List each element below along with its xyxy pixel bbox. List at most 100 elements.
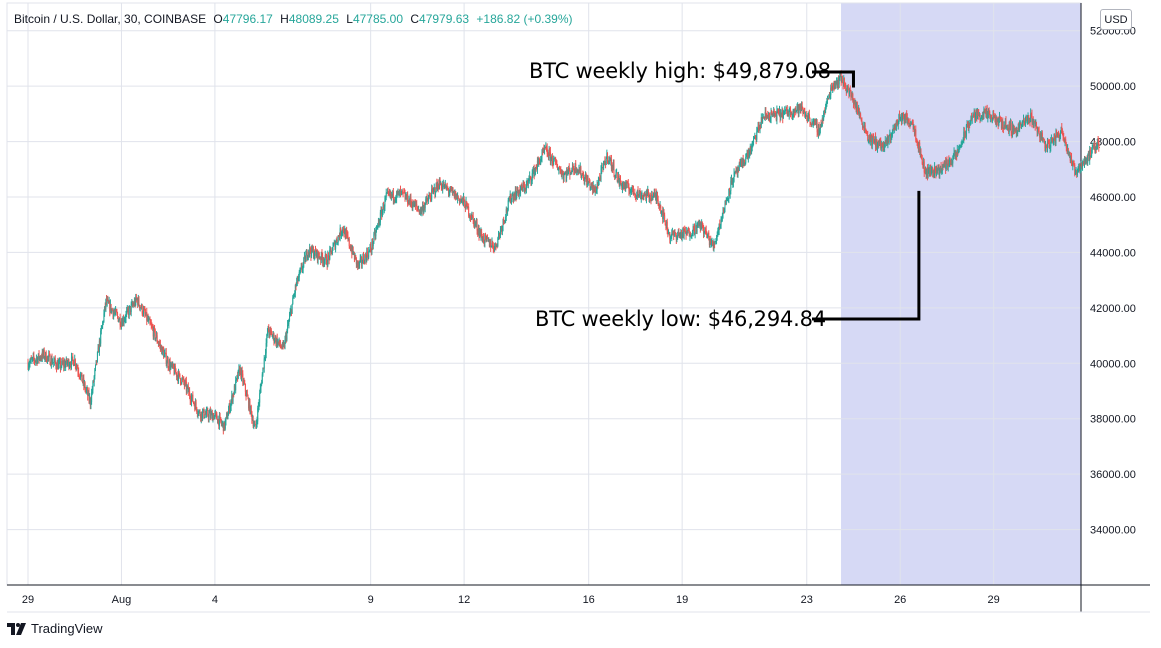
candle-down (1026, 115, 1028, 122)
candle-down (672, 231, 674, 234)
candle-down (810, 123, 812, 125)
candle-down (971, 116, 973, 120)
candle-up (428, 195, 430, 198)
candle-up (636, 195, 638, 197)
currency-button[interactable]: USD (1100, 9, 1132, 30)
candle-down (185, 381, 187, 383)
candle-up (832, 84, 834, 90)
candle-up (218, 416, 220, 426)
candle-down (56, 366, 58, 369)
candle-down (936, 169, 938, 171)
candle-down (503, 219, 505, 222)
candle-up (893, 124, 895, 129)
candle-up (90, 402, 92, 406)
candle-up (594, 188, 596, 191)
candle-up (734, 170, 736, 173)
candle-down (167, 359, 169, 368)
candle-up (526, 182, 528, 185)
candle-down (439, 179, 441, 185)
candle-down (814, 120, 816, 122)
candle-down (758, 126, 760, 130)
candle-up (623, 184, 625, 187)
candle-up (686, 230, 688, 235)
candle-up (597, 181, 599, 186)
candle-down (242, 373, 244, 383)
candle-down (767, 115, 769, 117)
candle-up (96, 352, 98, 362)
candle-up (568, 167, 570, 172)
candle-up (541, 151, 543, 159)
candle-down (666, 221, 668, 232)
candle-down (1044, 142, 1046, 149)
candle-up (611, 165, 613, 169)
candle-down (681, 231, 683, 239)
candle-up (992, 113, 994, 121)
candle-up (43, 350, 45, 356)
candle-up (65, 358, 67, 364)
candle-down (560, 169, 562, 174)
candle-down (647, 190, 649, 193)
candle-down (207, 415, 209, 419)
candle-down (738, 169, 740, 171)
candle-down (736, 168, 738, 174)
candle-down (521, 185, 523, 188)
candle-down (468, 206, 470, 216)
candle-up (229, 406, 231, 412)
candle-down (1016, 129, 1018, 135)
candle-down (430, 198, 432, 200)
candle-up (256, 421, 258, 424)
price-tick-label: 42000.00 (1090, 303, 1136, 315)
candle-down (1061, 131, 1063, 134)
candle-up (293, 294, 295, 298)
candle-down (128, 310, 130, 316)
candle-down (338, 235, 340, 237)
candle-down (924, 172, 926, 174)
candle-down (323, 260, 325, 264)
candle-up (794, 109, 796, 113)
candle-down (764, 118, 766, 120)
candle-up (548, 150, 550, 159)
candle-down (913, 126, 915, 134)
candle-down (555, 163, 557, 165)
candle-down (310, 251, 312, 256)
candle-down (72, 356, 74, 361)
candle-up (508, 199, 510, 201)
candle-down (818, 125, 820, 136)
candle-down (1011, 132, 1013, 134)
candle-up (181, 378, 183, 384)
candle-up (1090, 155, 1092, 158)
candle-up (286, 330, 288, 340)
candle-down (708, 232, 710, 239)
candle-up (941, 171, 943, 174)
candle-up (440, 184, 442, 186)
candle-down (131, 303, 133, 306)
candle-down (546, 146, 548, 148)
candle-up (1096, 145, 1098, 150)
candle-up (461, 199, 463, 201)
candle-up (200, 411, 202, 419)
candle-down (1002, 127, 1004, 130)
tradingview-brand[interactable]: TradingView (7, 621, 103, 636)
candle-up (834, 85, 836, 90)
candle-down (248, 398, 250, 409)
candle-up (668, 232, 670, 234)
candle-down (515, 190, 517, 199)
candle-down (150, 324, 152, 326)
candle-down (78, 374, 80, 377)
candle-up (379, 212, 381, 223)
candle-up (198, 411, 200, 413)
candle-down (557, 167, 559, 170)
candle-up (100, 328, 102, 331)
candle-down (243, 380, 245, 384)
candle-down (50, 364, 52, 366)
candle-down (1069, 152, 1071, 161)
candle-down (1010, 123, 1012, 133)
candle-down (346, 231, 348, 234)
candle-down (1063, 137, 1065, 139)
candle-down (806, 115, 808, 117)
time-tick-label: 12 (458, 594, 470, 606)
candle-down (705, 229, 707, 234)
candle-up (801, 106, 803, 110)
